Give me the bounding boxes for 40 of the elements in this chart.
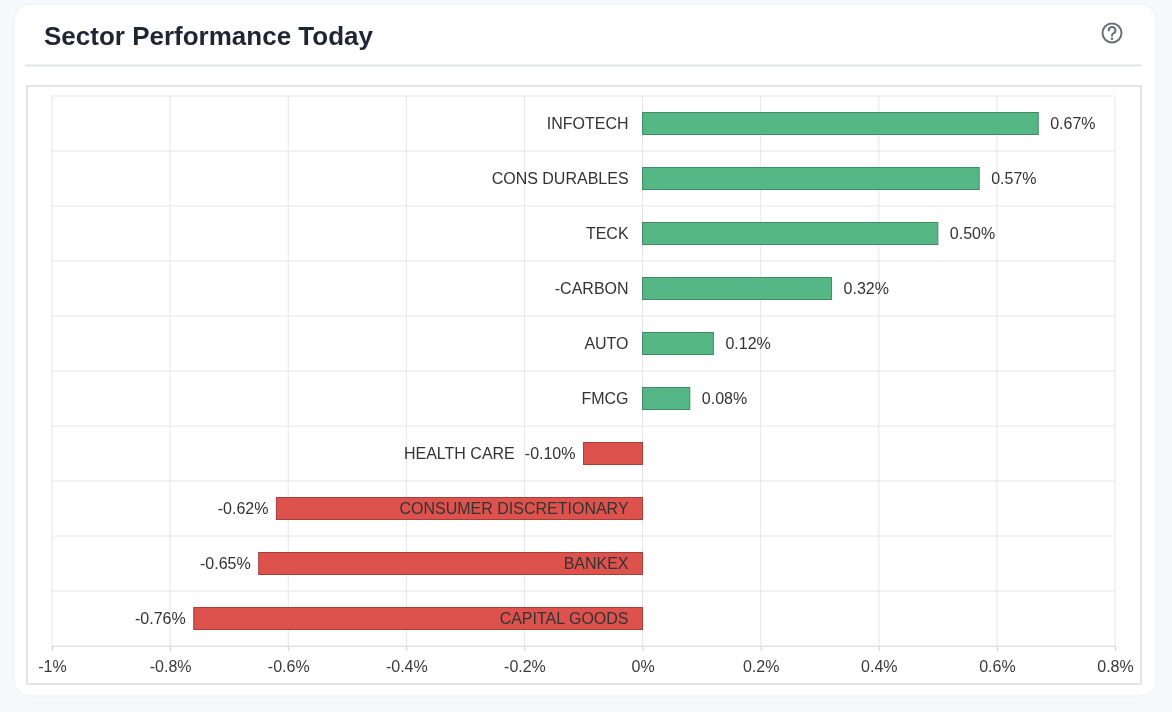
data-label: 0.32% — [843, 280, 889, 298]
bar — [642, 277, 833, 300]
y-tick-label: INFOTECH — [546, 115, 629, 133]
data-label: -0.65% — [199, 555, 251, 573]
data-label: 0.50% — [949, 225, 996, 243]
x-tick-label: -0.6% — [267, 658, 310, 676]
data-label: -0.10% — [524, 445, 576, 463]
data-label: 0.08% — [701, 390, 748, 408]
bar — [258, 552, 644, 575]
bar — [642, 222, 939, 245]
bar — [642, 332, 714, 355]
y-tick-label: CAPITAL GOODS — [499, 610, 629, 628]
y-tick-label: TECK — [585, 225, 629, 243]
y-tick-label: BANKEX — [563, 555, 629, 573]
x-tick-label: -0.8% — [149, 658, 192, 676]
data-label: 0.12% — [725, 335, 771, 353]
y-tick-label: FMCG — [581, 390, 629, 408]
x-tick-label: -1% — [38, 658, 67, 676]
x-tick-label: 0.8% — [1097, 658, 1134, 676]
bar — [642, 112, 1039, 135]
bar — [642, 387, 691, 410]
x-tick-label: -0.4% — [385, 658, 428, 676]
y-tick-label: -CARBON — [554, 280, 629, 298]
data-label: -0.62% — [217, 500, 269, 518]
bar — [642, 167, 980, 190]
x-tick-label: -0.2% — [504, 658, 546, 676]
y-tick-label: CONS DURABLES — [491, 170, 629, 188]
bar — [193, 607, 644, 630]
x-tick-label: 0.2% — [742, 658, 780, 676]
chart-title: Sector Performance Today — [44, 21, 374, 51]
bar — [583, 442, 644, 465]
data-label: 0.57% — [991, 170, 1037, 188]
y-tick-label: CONSUMER DISCRETIONARY — [399, 500, 629, 518]
y-tick-label: HEALTH CARE — [403, 445, 515, 463]
data-label: 0.67% — [1050, 115, 1096, 133]
data-label: -0.76% — [135, 610, 186, 628]
y-tick-label: AUTO — [584, 335, 629, 353]
x-tick-label: 0% — [631, 658, 655, 676]
x-tick-label: 0.6% — [979, 658, 1016, 676]
x-tick-label: 0.4% — [861, 658, 898, 676]
